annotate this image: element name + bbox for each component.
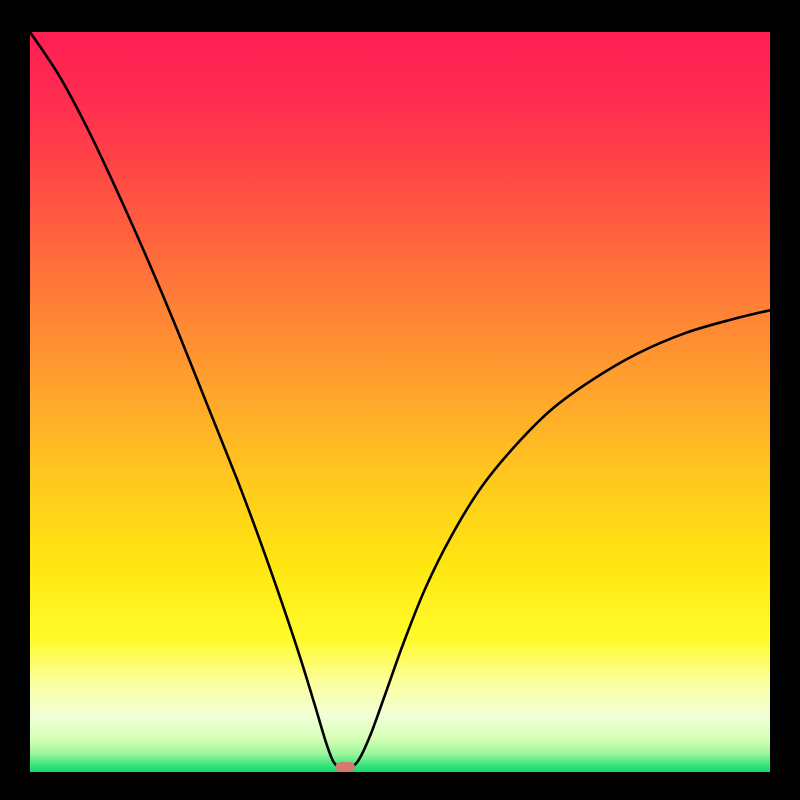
optimal-point-marker [336,762,355,772]
gradient-background [30,32,770,772]
chart-svg [0,0,800,800]
chart-frame: TheBottleneck.com [0,0,800,800]
